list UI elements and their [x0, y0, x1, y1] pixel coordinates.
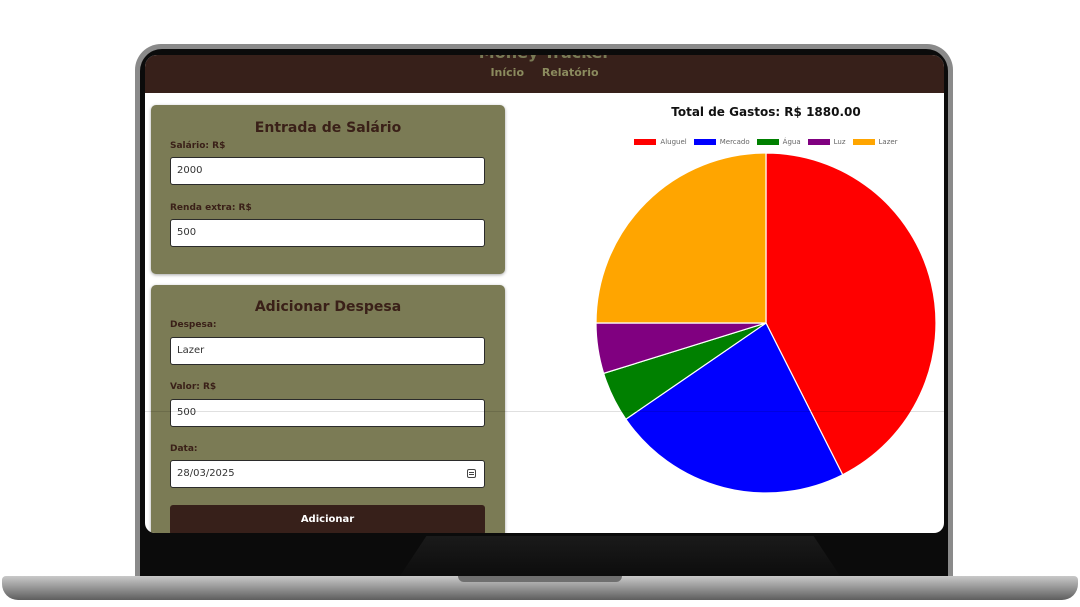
legend-item-0[interactable]: Aluguel	[634, 138, 687, 146]
extra-income-input[interactable]: 500	[170, 219, 485, 247]
keyboard-reflection	[400, 536, 840, 576]
date-input[interactable]: 28/03/2025	[170, 460, 485, 488]
legend-swatch	[634, 139, 657, 145]
legend-swatch	[852, 139, 875, 145]
legend-swatch	[693, 139, 716, 145]
legend-item-2[interactable]: Água	[756, 138, 801, 146]
nav-link-inicio[interactable]: Início	[490, 66, 524, 79]
laptop-notch	[458, 576, 622, 582]
legend-item-1[interactable]: Mercado	[693, 138, 750, 146]
salary-label: Salário: R$	[170, 141, 226, 151]
pie-slice-lazer[interactable]	[595, 152, 767, 324]
nav-link-relatorio[interactable]: Relatório	[541, 66, 599, 79]
legend-item-3[interactable]: Luz	[807, 138, 846, 146]
legend-label: Mercado	[719, 138, 750, 146]
legend-label: Lazer	[878, 138, 898, 146]
expense-card: Adicionar Despesa Despesa: Lazer Valor: …	[151, 285, 505, 533]
chart-legend: Aluguel Mercado Água Luz Lazer	[585, 138, 944, 146]
legend-label: Água	[782, 138, 801, 146]
calendar-icon[interactable]	[467, 469, 476, 478]
app-title: Money Tracker	[145, 55, 944, 62]
extra-income-label: Renda extra: R$	[170, 203, 252, 213]
legend-item-4[interactable]: Lazer	[852, 138, 898, 146]
pie-slice-aluguel[interactable]	[765, 152, 937, 476]
pie-chart	[595, 152, 937, 494]
app-header: Money Tracker Início Relatório	[145, 55, 944, 93]
expense-label: Despesa:	[170, 320, 217, 330]
date-label: Data:	[170, 444, 198, 454]
pie-slice-mercado[interactable]	[625, 322, 844, 494]
legend-label: Luz	[833, 138, 846, 146]
nav-bar: Início Relatório	[145, 66, 944, 79]
value-input[interactable]: 500	[170, 399, 485, 427]
salary-card: Entrada de Salário Salário: R$ 2000 Rend…	[151, 105, 505, 274]
screen: Money Tracker Início Relatório Entrada d…	[145, 55, 944, 533]
screen-reflection-line	[145, 411, 944, 412]
salary-input[interactable]: 2000	[170, 157, 485, 185]
salary-card-title: Entrada de Salário	[254, 120, 402, 136]
expense-input[interactable]: Lazer	[170, 337, 485, 365]
value-label: Valor: R$	[170, 382, 217, 392]
chart-title: Total de Gastos: R$ 1880.00	[671, 105, 861, 119]
expense-card-title: Adicionar Despesa	[254, 299, 402, 315]
add-expense-button[interactable]: Adicionar	[170, 505, 485, 533]
legend-swatch	[807, 139, 830, 145]
date-value: 28/03/2025	[177, 468, 235, 479]
legend-swatch	[756, 139, 779, 145]
legend-label: Aluguel	[660, 138, 687, 146]
